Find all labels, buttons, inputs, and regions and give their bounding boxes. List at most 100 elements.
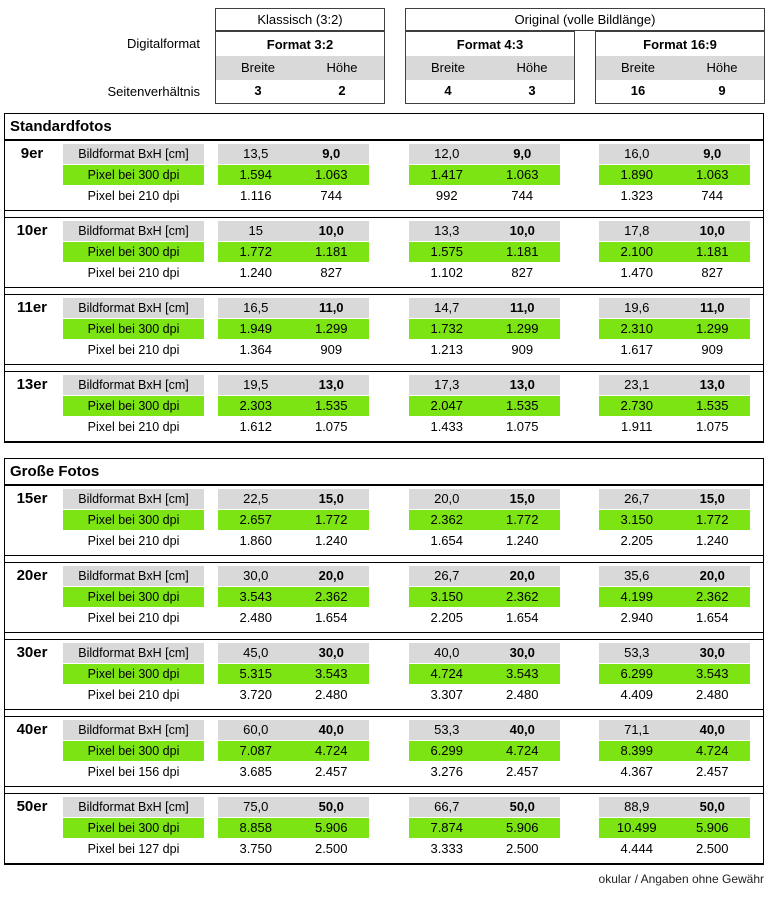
value-cell: 1.299 [505, 321, 539, 336]
format-values: 15 10,0 [218, 221, 369, 241]
format-values: 88,9 50,0 [599, 797, 750, 817]
ratio-breite: 3 [254, 83, 262, 98]
value-cell: 1.240 [314, 533, 348, 548]
format-values: 8.399 4.724 [599, 741, 750, 761]
format-values: 2.730 1.535 [599, 396, 750, 416]
value-cell: 1.240 [695, 533, 729, 548]
size-label [5, 531, 59, 551]
value-cell: 11,0 [699, 300, 725, 315]
table-row: Pixel bei 300 dpi 7.087 4.724 6.299 4.724 8.3… [5, 741, 763, 761]
table-row: 50er Bildformat BxH [cm] 75,0 50,0 66,7 50,0 8… [5, 797, 763, 817]
value-cell: 20,0 [434, 491, 460, 506]
format-values: 5.315 3.543 [218, 664, 369, 684]
size-group: 10er Bildformat BxH [cm] 15 10,0 13,3 10,0 17,… [5, 218, 763, 287]
value-cell: 2.500 [505, 841, 539, 856]
format-values: 1.213 909 [409, 340, 560, 360]
format-values: 13,3 10,0 [409, 221, 560, 241]
row-label: Pixel bei 210 dpi [87, 688, 180, 702]
value-cell: 15,0 [509, 491, 535, 506]
value-cell: 2.480 [695, 687, 729, 702]
format-values: 4.367 2.457 [599, 762, 750, 782]
format-values: 4.409 2.480 [599, 685, 750, 705]
value-cell: 1.323 [620, 188, 654, 203]
value-cell: 1.075 [505, 419, 539, 434]
format-values: 3.333 2.500 [409, 839, 560, 859]
value-cell: 1.299 [695, 321, 729, 336]
value-cell: 744 [701, 188, 724, 203]
format-values: 1.323 744 [599, 186, 750, 206]
value-cell: 1.470 [620, 265, 654, 280]
format-values: 26,7 15,0 [599, 489, 750, 509]
table-row: Pixel bei 210 dpi 1.612 1.075 1.433 1.075 1.9… [5, 417, 763, 437]
value-cell: 1.612 [239, 419, 273, 434]
table-row: 11er Bildformat BxH [cm] 16,5 11,0 14,7 11,0 1… [5, 298, 763, 318]
format-values: 13,5 9,0 [218, 144, 369, 164]
value-cell: 2.303 [239, 398, 273, 413]
size-label: 50er [16, 798, 48, 815]
table-row: Pixel bei 300 dpi 8.858 5.906 7.874 5.906 10.… [5, 818, 763, 838]
format-values: 4.724 3.543 [409, 664, 560, 684]
format-values: 1.860 1.240 [218, 531, 369, 551]
format-name: Format 4:3 [456, 37, 524, 52]
value-cell: 30,0 [699, 645, 725, 660]
format-values: 2.303 1.535 [218, 396, 369, 416]
value-cell: 7.087 [239, 743, 273, 758]
format-4-3-box: Format 4:3 Breite Höhe 4 3 [405, 31, 575, 104]
value-cell: 50,0 [509, 799, 535, 814]
ratio-hoehe: 9 [718, 83, 726, 98]
table-sections: Standardfotos 9er Bildformat BxH [cm] 13,5 9… [0, 113, 768, 865]
value-cell: 1.654 [695, 610, 729, 625]
format-values: 30,0 20,0 [218, 566, 369, 586]
format-values: 2.100 1.181 [599, 242, 750, 262]
row-label: Bildformat BxH [cm] [63, 797, 204, 817]
format-values: 14,7 11,0 [409, 298, 560, 318]
value-cell: 1.654 [505, 610, 539, 625]
value-cell: 1.181 [314, 244, 348, 259]
size-label: 11er [16, 299, 48, 316]
row-label: Pixel bei 300 dpi [63, 319, 204, 339]
format-values: 10.499 5.906 [599, 818, 750, 838]
value-cell: 13,5 [243, 146, 269, 161]
section-1: Standardfotos 9er Bildformat BxH [cm] 13,5 9… [4, 113, 764, 443]
value-cell: 4.724 [314, 743, 348, 758]
format-values: 71,1 40,0 [599, 720, 750, 740]
format-values: 3.750 2.500 [218, 839, 369, 859]
format-3-2-box: Format 3:2 Breite Höhe 3 2 [215, 31, 385, 104]
format-values: 3.150 1.772 [599, 510, 750, 530]
value-cell: 1.181 [695, 244, 729, 259]
value-cell: 4.444 [620, 841, 654, 856]
table-row: 10er Bildformat BxH [cm] 15 10,0 13,3 10,0 17,… [5, 221, 763, 241]
value-cell: 2.362 [505, 589, 539, 604]
size-group: 20er Bildformat BxH [cm] 30,0 20,0 26,7 20,0 3… [5, 563, 763, 632]
value-cell: 827 [511, 265, 534, 280]
value-cell: 3.276 [430, 764, 464, 779]
row-label: Bildformat BxH [cm] [63, 489, 204, 509]
size-label [5, 340, 59, 360]
value-cell: 50,0 [318, 799, 344, 814]
value-cell: 1.213 [430, 342, 464, 357]
format-values: 3.685 2.457 [218, 762, 369, 782]
table-row: Pixel bei 210 dpi 2.480 1.654 2.205 1.654 2.9… [5, 608, 763, 628]
size-label [5, 319, 59, 339]
size-label [5, 839, 59, 859]
value-cell: 4.409 [620, 687, 654, 702]
format-values: 60,0 40,0 [218, 720, 369, 740]
row-label: Bildformat BxH [cm] [63, 298, 204, 318]
value-cell: 10,0 [699, 223, 725, 238]
value-cell: 71,1 [624, 722, 650, 737]
value-cell: 1.772 [314, 512, 348, 527]
value-cell: 1.181 [505, 244, 539, 259]
row-label: Pixel bei 210 dpi [87, 420, 180, 434]
row-label: Pixel bei 210 dpi [87, 611, 180, 625]
format-values: 1.617 909 [599, 340, 750, 360]
value-cell: 909 [511, 342, 534, 357]
table-row: Pixel bei 210 dpi 1.860 1.240 1.654 1.240 2.2… [5, 531, 763, 551]
value-cell: 16,5 [243, 300, 269, 315]
format-values: 19,6 11,0 [599, 298, 750, 318]
format-values: 1.240 827 [218, 263, 369, 283]
ratio-row: 4 3 [406, 80, 574, 103]
size-label [5, 263, 59, 283]
value-cell: 3.543 [314, 666, 348, 681]
row-label: Pixel bei 300 dpi [63, 741, 204, 761]
